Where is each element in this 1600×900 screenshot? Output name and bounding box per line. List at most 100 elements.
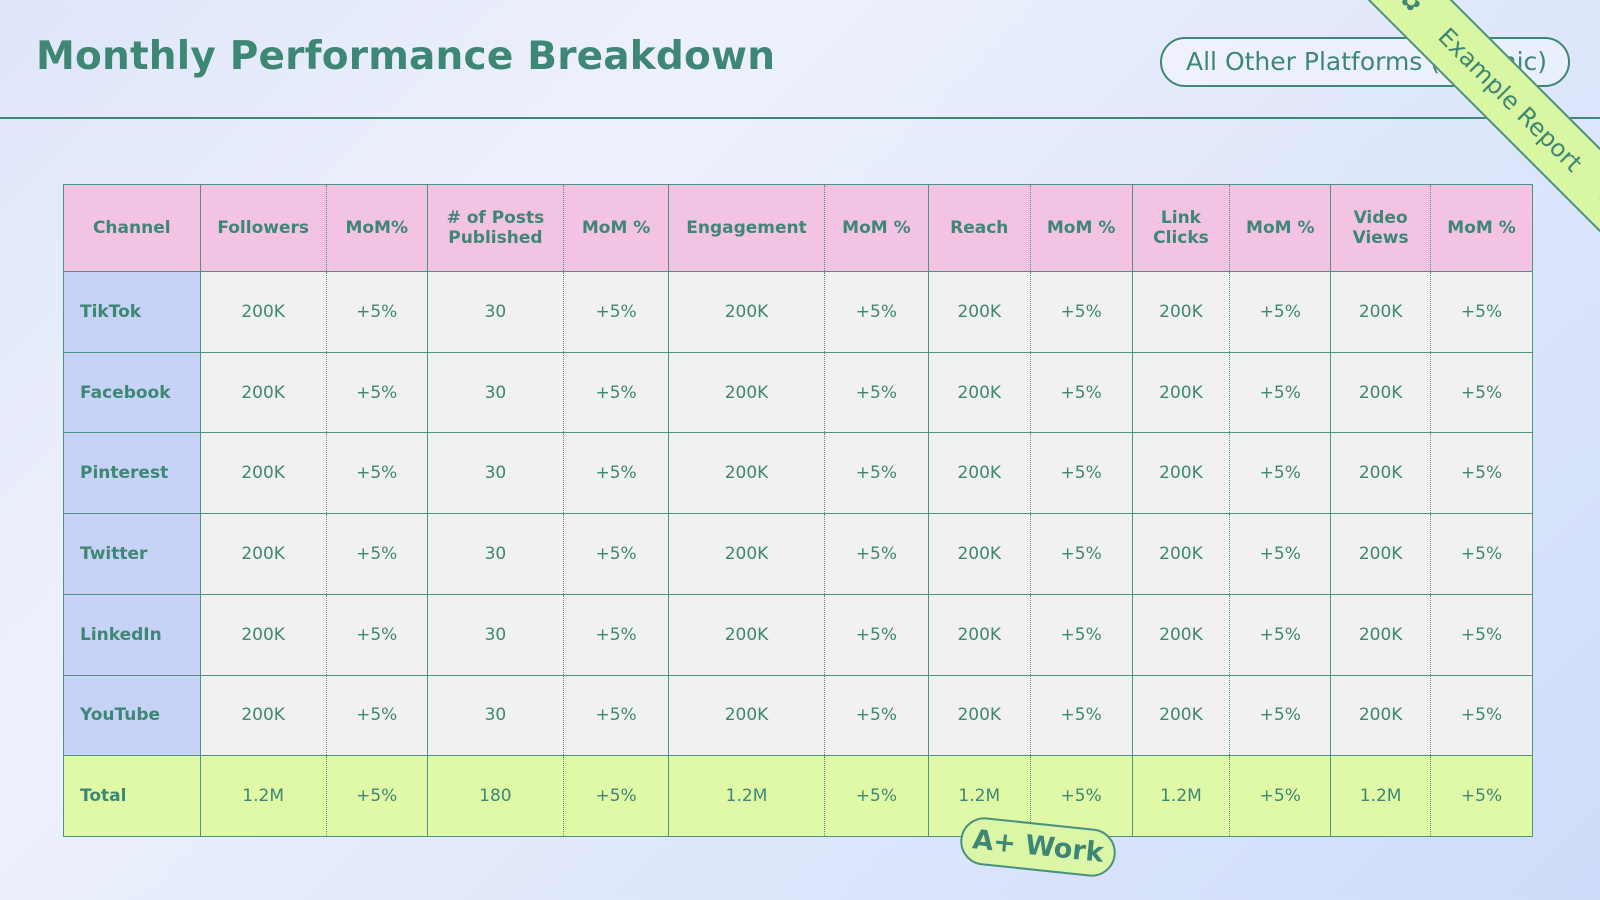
channel-name: LinkedIn [63, 593, 201, 676]
column-header-engagement-mom: MoM % [823, 184, 929, 272]
total-cell: +5% [563, 755, 670, 837]
table-cell: +5% [325, 351, 428, 434]
table-cell: +5% [823, 593, 929, 676]
table-cell: 200K [927, 351, 1031, 434]
table-cell: +5% [823, 674, 929, 757]
table-cell: +5% [1229, 271, 1332, 353]
column-header-reach-mom: MoM % [1029, 184, 1133, 272]
header-divider [0, 117, 1600, 119]
table-cell: +5% [1430, 432, 1533, 515]
table-cell: 200K [668, 271, 825, 353]
total-cell: 180 [426, 755, 565, 837]
table-cell: +5% [325, 513, 428, 595]
table-cell: 200K [927, 593, 1031, 676]
table-body: TikTok 200K +5% 30 +5% 200K +5% 200K +5%… [63, 271, 1533, 837]
channel-name: Pinterest [63, 432, 201, 515]
table-cell: +5% [325, 432, 428, 515]
table-row: Facebook 200K +5% 30 +5% 200K +5% 200K +… [63, 351, 1533, 434]
column-header-link-clicks-mom: MoM % [1229, 184, 1332, 272]
page-title: Monthly Performance Breakdown [36, 34, 776, 79]
total-label: Total [63, 755, 201, 837]
table-cell: +5% [1029, 674, 1133, 757]
table-cell: 30 [426, 432, 565, 515]
table-row: LinkedIn 200K +5% 30 +5% 200K +5% 200K +… [63, 593, 1533, 676]
table-cell: 30 [426, 271, 565, 353]
table-cell: +5% [1229, 432, 1332, 515]
table-cell: +5% [1229, 674, 1332, 757]
table-cell: 200K [1131, 271, 1231, 353]
channel-name: YouTube [63, 674, 201, 757]
table-cell: +5% [1430, 674, 1533, 757]
table-cell: 200K [1330, 674, 1432, 757]
table-cell: +5% [1430, 513, 1533, 595]
table-cell: 200K [927, 432, 1031, 515]
table-cell: 200K [927, 674, 1031, 757]
table-row: Pinterest 200K +5% 30 +5% 200K +5% 200K … [63, 432, 1533, 515]
column-header-engagement: Engagement [668, 184, 825, 272]
table-cell: 200K [199, 432, 327, 515]
table-cell: +5% [1430, 271, 1533, 353]
column-header-followers: Followers [199, 184, 327, 272]
total-cell: +5% [1430, 755, 1533, 837]
table-cell: 200K [199, 674, 327, 757]
table-cell: +5% [823, 432, 929, 515]
table-cell: 200K [668, 674, 825, 757]
table-cell: 200K [1131, 351, 1231, 434]
table-cell: +5% [1229, 513, 1332, 595]
performance-table: Channel Followers MoM% # of Posts Publis… [63, 184, 1533, 837]
column-header-followers-mom: MoM% [325, 184, 428, 272]
table-row: YouTube 200K +5% 30 +5% 200K +5% 200K +5… [63, 674, 1533, 757]
total-cell: 1.2M [668, 755, 825, 837]
table-cell: 200K [1131, 674, 1231, 757]
table-cell: +5% [325, 674, 428, 757]
channel-name: Twitter [63, 513, 201, 595]
total-cell: +5% [823, 755, 929, 837]
table-cell: 200K [199, 593, 327, 676]
total-cell: 1.2M [1330, 755, 1432, 837]
table-cell: 200K [199, 271, 327, 353]
column-header-reach: Reach [927, 184, 1031, 272]
column-header-video-views: Video Views [1330, 184, 1432, 272]
table-cell: 200K [668, 513, 825, 595]
table-cell: +5% [1029, 271, 1133, 353]
column-header-channel: Channel [63, 184, 201, 272]
table-cell: 200K [668, 351, 825, 434]
table-row: Twitter 200K +5% 30 +5% 200K +5% 200K +5… [63, 513, 1533, 595]
table-cell: +5% [563, 351, 670, 434]
table-cell: 200K [1131, 432, 1231, 515]
table-cell: +5% [1430, 351, 1533, 434]
table-cell: +5% [823, 351, 929, 434]
column-header-posts-published: # of Posts Published [426, 184, 565, 272]
total-cell: 1.2M [1131, 755, 1231, 837]
total-cell: 1.2M [199, 755, 327, 837]
total-row: Total 1.2M +5% 180 +5% 1.2M +5% 1.2M +5%… [63, 755, 1533, 837]
table-cell: +5% [1029, 593, 1133, 676]
table-cell: +5% [1430, 593, 1533, 676]
channel-name: Facebook [63, 351, 201, 434]
table-cell: +5% [1229, 351, 1332, 434]
column-header-link-clicks: Link Clicks [1131, 184, 1231, 272]
column-header-video-views-mom: MoM % [1430, 184, 1533, 272]
table-cell: 200K [927, 513, 1031, 595]
table-cell: +5% [563, 593, 670, 676]
table-cell: +5% [325, 271, 428, 353]
table-cell: 30 [426, 674, 565, 757]
table-cell: +5% [1029, 432, 1133, 515]
table-cell: 200K [668, 593, 825, 676]
table-cell: 200K [1330, 432, 1432, 515]
table-cell: +5% [823, 513, 929, 595]
table-cell: +5% [563, 674, 670, 757]
table-cell: 200K [199, 513, 327, 595]
table-cell: +5% [325, 593, 428, 676]
total-cell: +5% [1229, 755, 1332, 837]
table-cell: 30 [426, 513, 565, 595]
column-header-posts-mom: MoM % [563, 184, 670, 272]
channel-name: TikTok [63, 271, 201, 353]
table-row: TikTok 200K +5% 30 +5% 200K +5% 200K +5%… [63, 271, 1533, 353]
table-cell: 200K [199, 351, 327, 434]
table-header-row: Channel Followers MoM% # of Posts Publis… [63, 184, 1533, 272]
table-cell: 200K [668, 432, 825, 515]
table-cell: +5% [1229, 593, 1332, 676]
table-cell: 200K [1330, 351, 1432, 434]
table-cell: +5% [563, 271, 670, 353]
